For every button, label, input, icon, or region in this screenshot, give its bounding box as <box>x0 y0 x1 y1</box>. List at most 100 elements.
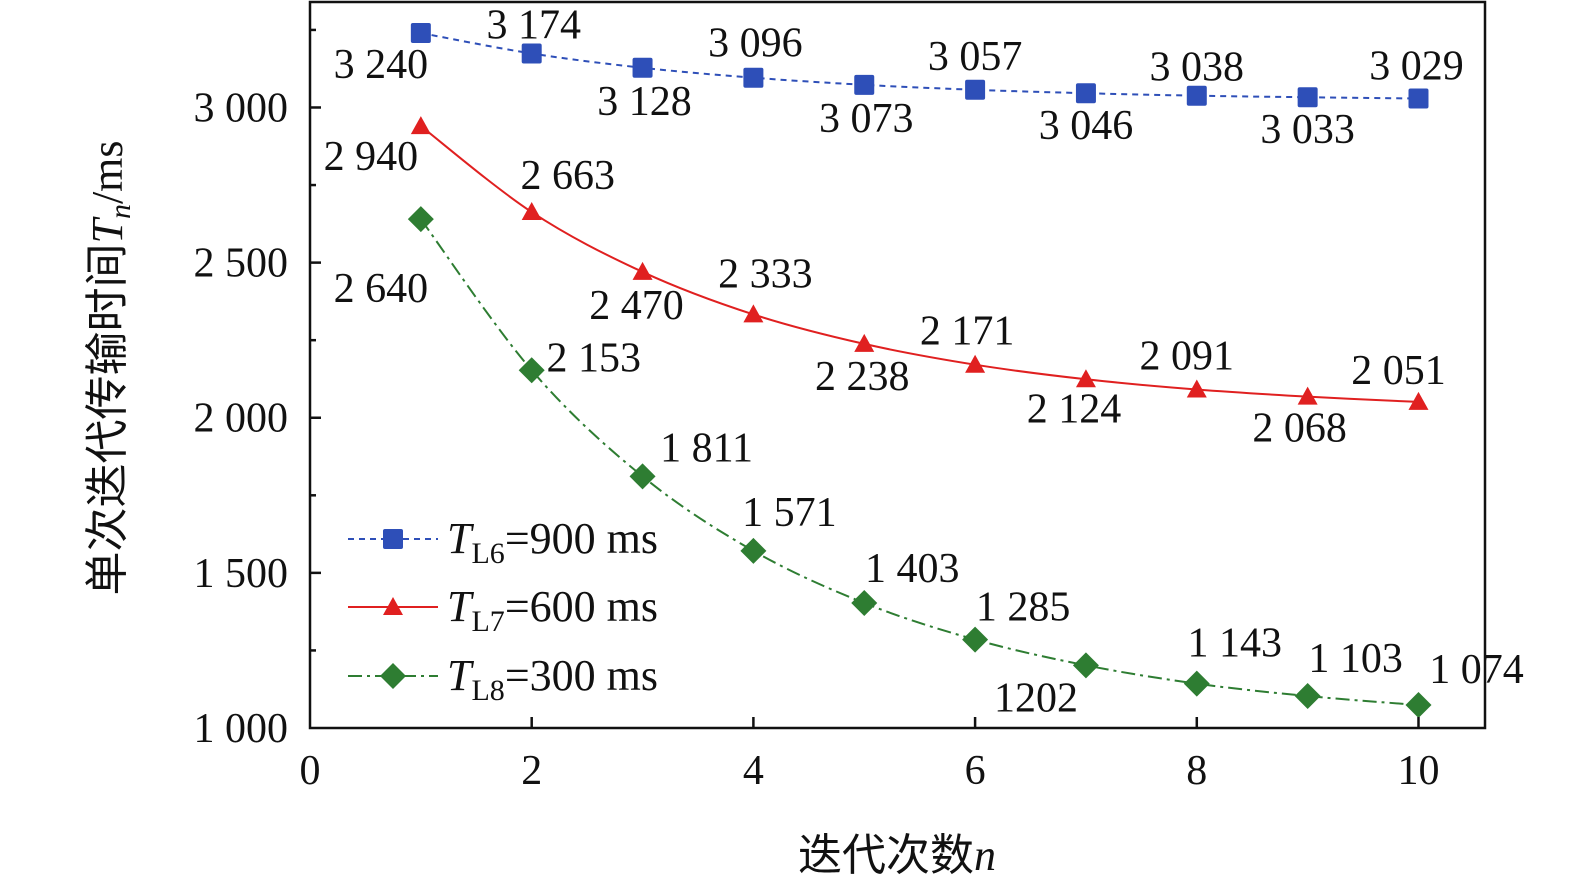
y-tick-label-1000: 1 000 <box>194 706 289 752</box>
data-label-l7-3: 2 470 <box>589 283 684 329</box>
y-tick-label-1500: 1 500 <box>194 551 289 597</box>
series-l7 <box>410 116 1429 410</box>
point-l7-1 <box>410 116 431 135</box>
data-labels-layer: 3 240 3 174 3 128 3 096 3 073 3 057 3 046 3 038… <box>324 3 1524 722</box>
series-line-l6 <box>420 32 1419 100</box>
point-l6-1 <box>410 23 431 44</box>
point-l8-9 <box>1294 683 1321 710</box>
point-l7-2 <box>521 202 542 221</box>
y-axis-title-var: T <box>83 216 132 244</box>
x-axis-title-text: 迭代次数 <box>798 831 974 880</box>
data-label-l8-10: 1 074 <box>1429 647 1524 693</box>
data-label-l7-1: 2 940 <box>324 134 419 180</box>
point-l8-2 <box>518 357 545 384</box>
legend-label-sub: L8 <box>471 674 504 707</box>
data-label-l6-7: 3 046 <box>1039 103 1134 149</box>
data-label-l8-6: 1 285 <box>976 585 1071 631</box>
series-line-l7 <box>420 125 1419 403</box>
legend-label-var: T <box>447 582 475 631</box>
series-l8 <box>407 206 1432 719</box>
data-label-l8-8: 1 143 <box>1188 621 1283 667</box>
y-tick-label-3000: 3 000 <box>194 85 289 131</box>
data-label-l6-6: 3 057 <box>928 34 1023 80</box>
legend-label-rest: =900 ms <box>505 514 658 563</box>
data-label-l7-10: 2 051 <box>1351 348 1446 394</box>
point-l8-8 <box>1183 670 1210 697</box>
data-label-l8-5: 1 403 <box>865 546 960 592</box>
data-label-l8-3: 1 811 <box>660 425 753 471</box>
series-l6 <box>410 23 1429 109</box>
data-label-l7-9: 2 068 <box>1252 406 1347 452</box>
data-label-l6-4: 3 096 <box>708 21 803 67</box>
point-l6-8 <box>1186 85 1207 106</box>
data-label-l8-7: 1202 <box>994 675 1078 721</box>
point-l7-6 <box>965 354 986 373</box>
point-l8-3 <box>629 463 656 490</box>
legend-swatch-marker-l7 <box>383 597 403 615</box>
x-tick-label-0: 0 <box>300 748 321 794</box>
data-label-l6-5: 3 073 <box>819 96 914 142</box>
y-axis-title: 单次迭代传输时间Tn/ms <box>83 140 137 595</box>
data-label-l8-1: 2 640 <box>334 266 429 312</box>
point-l6-6 <box>965 79 986 100</box>
point-l8-10 <box>1405 692 1432 719</box>
point-l8-5 <box>851 589 878 616</box>
point-l6-4 <box>743 67 764 88</box>
data-label-l7-6: 2 171 <box>920 309 1015 355</box>
data-label-l7-8: 2 091 <box>1140 334 1235 380</box>
data-label-l6-1: 3 240 <box>334 42 429 88</box>
data-label-l6-8: 3 038 <box>1150 45 1245 91</box>
legend-label-l6: TL6=900 ms <box>447 514 658 570</box>
legend-label-var: T <box>447 651 475 700</box>
point-l8-4 <box>740 537 767 564</box>
data-label-l7-5: 2 238 <box>815 354 910 400</box>
point-l7-3 <box>632 261 653 280</box>
point-l6-10 <box>1408 88 1429 109</box>
point-l6-7 <box>1075 83 1096 104</box>
point-l6-2 <box>521 43 542 64</box>
x-tick-label-8: 8 <box>1186 748 1207 794</box>
legend-label-sub: L7 <box>471 605 504 638</box>
point-l7-8 <box>1186 379 1207 398</box>
y-axis-title-text: 单次迭代传输时间 <box>83 244 132 596</box>
legend-label-rest: =600 ms <box>505 582 658 631</box>
data-label-l8-9: 1 103 <box>1308 636 1403 682</box>
point-l8-1 <box>407 206 434 233</box>
data-label-l6-9: 3 033 <box>1260 107 1355 153</box>
legend-label-l7: TL7=600 ms <box>447 582 658 638</box>
legend-item-l6: TL6=900 ms <box>348 514 658 570</box>
axes: 0 2 4 6 8 10 1 000 1 500 2 000 2 500 3 000 <box>194 0 1487 794</box>
legend-label-rest: =300 ms <box>505 651 658 700</box>
y-axis-title-sub: n <box>104 204 137 219</box>
legend-label-sub: L6 <box>471 537 504 570</box>
point-l7-4 <box>743 304 764 323</box>
y-tick-label-2500: 2 500 <box>194 241 289 287</box>
point-l7-5 <box>854 333 875 352</box>
x-tick-label-6: 6 <box>965 748 986 794</box>
series-layer <box>407 23 1432 719</box>
point-l7-7 <box>1075 369 1096 388</box>
data-label-l6-2: 3 174 <box>486 3 581 49</box>
legend-label-l8: TL8=300 ms <box>447 651 658 707</box>
x-tick-label-10: 10 <box>1397 748 1439 794</box>
x-tick-label-2: 2 <box>521 748 542 794</box>
legend-swatch-marker-l6 <box>383 529 403 549</box>
legend-item-l8: TL8=300 ms <box>348 651 658 707</box>
data-label-l6-10: 3 029 <box>1369 43 1464 89</box>
data-label-l8-4: 1 571 <box>742 490 837 536</box>
point-l8-7 <box>1072 652 1099 679</box>
point-l6-9 <box>1297 87 1318 108</box>
legend-swatch-marker-l8 <box>380 663 406 689</box>
x-tick-label-4: 4 <box>743 748 764 794</box>
legend-label-var: T <box>447 514 475 563</box>
data-label-l6-3: 3 128 <box>597 79 692 125</box>
plot-frame <box>308 0 1487 730</box>
legend-item-l7: TL7=600 ms <box>348 582 658 638</box>
data-label-l7-4: 2 333 <box>718 251 813 297</box>
data-label-l7-7: 2 124 <box>1027 386 1122 432</box>
y-tick-label-2000: 2 000 <box>194 396 289 442</box>
point-l7-9 <box>1297 386 1318 405</box>
point-l6-3 <box>632 57 653 78</box>
